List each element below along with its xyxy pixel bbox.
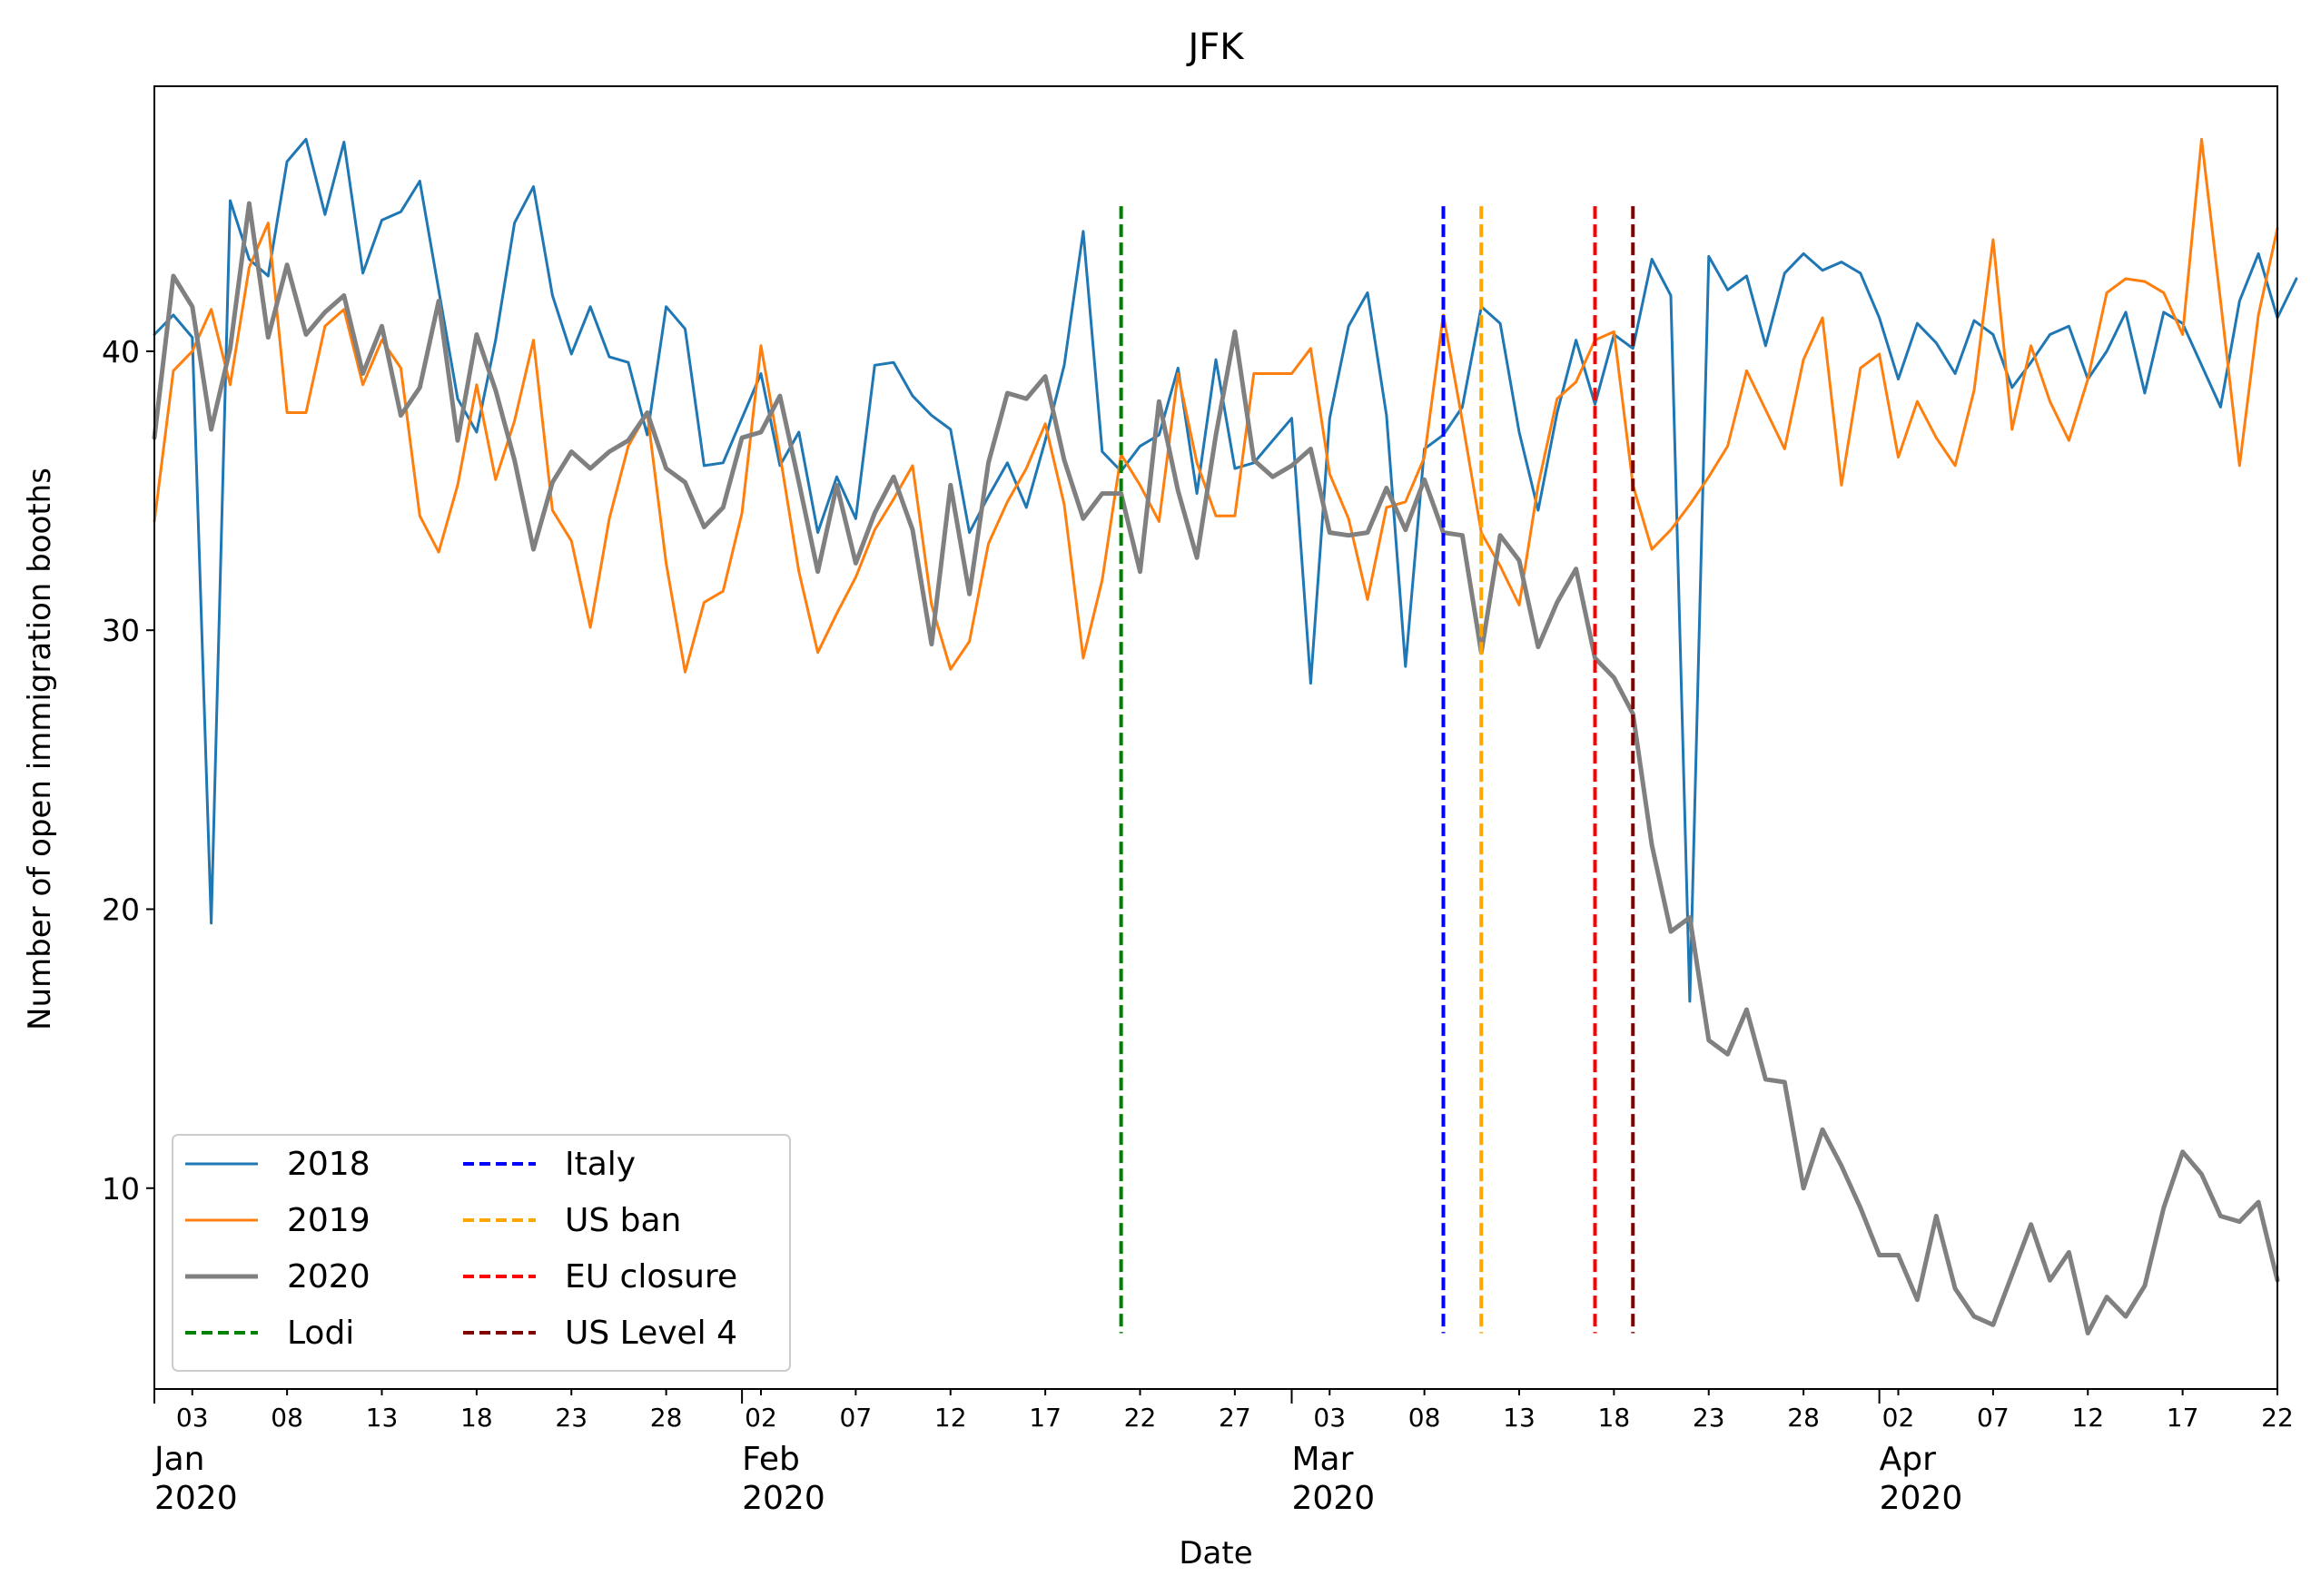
x-tick-label: 13: [366, 1403, 399, 1433]
x-tick-label: 27: [1219, 1403, 1251, 1433]
x-tick-label: 22: [2261, 1403, 2294, 1433]
x-tick-label: 13: [1503, 1403, 1536, 1433]
x-tick-label: 08: [271, 1403, 303, 1433]
legend-label: 2019: [287, 1202, 370, 1239]
x-tick-label: 17: [2167, 1403, 2199, 1433]
plot-frame: [153, 85, 2278, 1390]
x-tick-label: 22: [1124, 1403, 1157, 1433]
legend-box: [172, 1134, 791, 1372]
series-line-2020: [152, 201, 2280, 1335]
x-tick-label: 07: [1977, 1403, 2010, 1433]
x-tick-label: 23: [555, 1403, 588, 1433]
x-tick-label: 02: [1882, 1403, 1915, 1433]
x-tick-label: 07: [840, 1403, 873, 1433]
x-tick-label: 03: [176, 1403, 209, 1433]
y-tick-label: 10: [102, 1171, 140, 1207]
x-tick-label: 12: [2071, 1403, 2104, 1433]
series-line-2018: [153, 137, 2298, 1003]
y-tick-label: 20: [102, 892, 140, 927]
x-month-label: Feb: [742, 1441, 800, 1478]
legend-label: 2018: [287, 1146, 370, 1183]
x-month-label: Jan: [153, 1441, 205, 1478]
legend-label: EU closure: [565, 1258, 737, 1296]
x-year-label: 2020: [1880, 1480, 1963, 1517]
x-tick-label: 17: [1029, 1403, 1062, 1433]
legend-label: Lodi: [287, 1315, 354, 1352]
x-month-label: Mar: [1292, 1441, 1354, 1478]
x-month-label: Apr: [1880, 1441, 1936, 1478]
y-axis-label: Number of open immigration booths: [22, 468, 58, 1030]
x-tick-label: 18: [460, 1403, 493, 1433]
x-tick-label: 12: [934, 1403, 967, 1433]
legend-label: 2020: [287, 1258, 370, 1296]
x-tick-label: 23: [1693, 1403, 1725, 1433]
legend-label: Italy: [565, 1146, 636, 1183]
chart-title: JFK: [1185, 26, 1245, 68]
legend-label: US Level 4: [565, 1315, 737, 1352]
y-tick-label: 30: [102, 613, 140, 648]
x-year-label: 2020: [154, 1480, 238, 1517]
x-tick-label: 28: [1787, 1403, 1820, 1433]
x-tick-label: 03: [1313, 1403, 1346, 1433]
x-tick-label: 18: [1598, 1403, 1631, 1433]
x-tick-label: 02: [745, 1403, 777, 1433]
plot-area: 10 20 30 40 03 08 13 18 23 28 02 07 12 17 22 27 03 08 13 18…: [102, 85, 2298, 1517]
x-tick-label: 28: [650, 1403, 683, 1433]
legend-label: US ban: [565, 1202, 681, 1239]
x-tick-label: 08: [1408, 1403, 1441, 1433]
x-axis-label: Date: [1179, 1535, 1252, 1571]
x-year-label: 2020: [1292, 1480, 1376, 1517]
y-tick-label: 40: [102, 334, 140, 369]
x-year-label: 2020: [742, 1480, 825, 1517]
